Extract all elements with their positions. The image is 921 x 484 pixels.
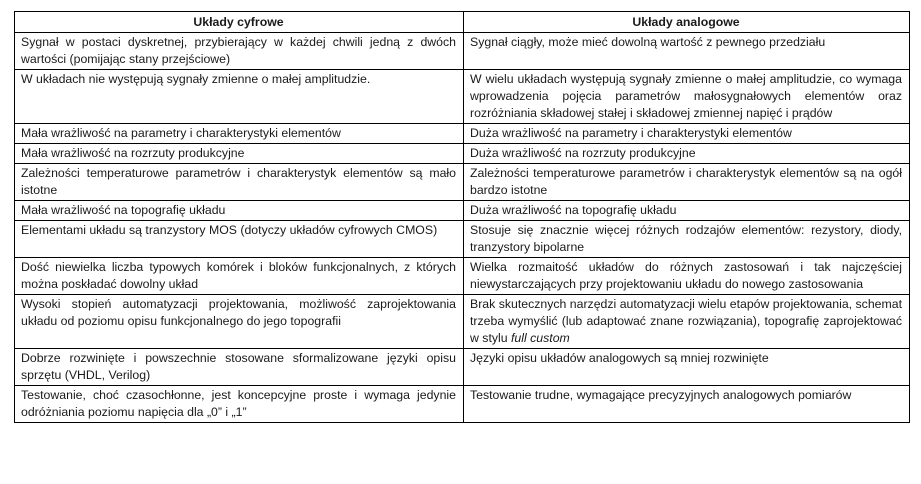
table-row: W układach nie występują sygnały zmienne… xyxy=(14,69,910,124)
comparison-table: Układy cyfrowe Układy analogowe Sygnał w… xyxy=(14,11,910,423)
cell-analog: W wielu układach występują sygnały zmien… xyxy=(463,69,910,124)
table-row: Testowanie, choć czasochłonne, jest konc… xyxy=(14,385,910,423)
cell-analog: Testowanie trudne, wymagające precyzyjny… xyxy=(463,385,910,423)
table-row: Zależności temperaturowe parametrów i ch… xyxy=(14,163,910,201)
cell-digital: Mała wrażliwość na rozrzuty produkcyjne xyxy=(14,143,464,164)
cell-digital: Mała wrażliwość na parametry i charakter… xyxy=(14,123,464,144)
comparison-table-container: Układy cyfrowe Układy analogowe Sygnał w… xyxy=(14,11,910,423)
cell-analog-italic: full custom xyxy=(511,331,570,345)
header-analog: Układy analogowe xyxy=(463,11,910,33)
cell-digital: Dość niewielka liczba typowych komórek i… xyxy=(14,257,464,295)
cell-digital: Testowanie, choć czasochłonne, jest konc… xyxy=(14,385,464,423)
cell-digital: Sygnał w postaci dyskretnej, przybierają… xyxy=(14,32,464,70)
cell-digital: W układach nie występują sygnały zmienne… xyxy=(14,69,464,124)
table-row: Mała wrażliwość na parametry i charakter… xyxy=(14,123,910,144)
table-row: Mała wrażliwość na rozrzuty produkcyjne … xyxy=(14,143,910,164)
cell-analog: Języki opisu układów analogowych są mnie… xyxy=(463,348,910,386)
table-row: Mała wrażliwość na topografię układu Duż… xyxy=(14,200,910,221)
table-row: Wysoki stopień automatyzacji projektowan… xyxy=(14,294,910,349)
table-row: Dobrze rozwinięte i powszechnie stosowan… xyxy=(14,348,910,386)
table-row: Elementami układu są tranzystory MOS (do… xyxy=(14,220,910,258)
cell-analog: Sygnał ciągły, może mieć dowolną wartość… xyxy=(463,32,910,70)
cell-analog: Wielka rozmaitość układów do różnych zas… xyxy=(463,257,910,295)
cell-digital: Wysoki stopień automatyzacji projektowan… xyxy=(14,294,464,349)
cell-analog: Stosuje się znacznie więcej różnych rodz… xyxy=(463,220,910,258)
table-header-row: Układy cyfrowe Układy analogowe xyxy=(14,11,910,33)
cell-analog: Brak skutecznych narzędzi automatyzacji … xyxy=(463,294,910,349)
cell-analog: Duża wrażliwość na rozrzuty produkcyjne xyxy=(463,143,910,164)
cell-digital: Elementami układu są tranzystory MOS (do… xyxy=(14,220,464,258)
cell-analog: Zależności temperaturowe parametrów i ch… xyxy=(463,163,910,201)
cell-digital: Dobrze rozwinięte i powszechnie stosowan… xyxy=(14,348,464,386)
cell-digital: Mała wrażliwość na topografię układu xyxy=(14,200,464,221)
table-row: Dość niewielka liczba typowych komórek i… xyxy=(14,257,910,295)
table-row: Sygnał w postaci dyskretnej, przybierają… xyxy=(14,32,910,70)
cell-analog: Duża wrażliwość na topografię układu xyxy=(463,200,910,221)
cell-analog-text: Brak skutecznych narzędzi automatyzacji … xyxy=(470,297,902,345)
header-digital: Układy cyfrowe xyxy=(14,11,464,33)
cell-analog: Duża wrażliwość na parametry i charakter… xyxy=(463,123,910,144)
cell-digital: Zależności temperaturowe parametrów i ch… xyxy=(14,163,464,201)
